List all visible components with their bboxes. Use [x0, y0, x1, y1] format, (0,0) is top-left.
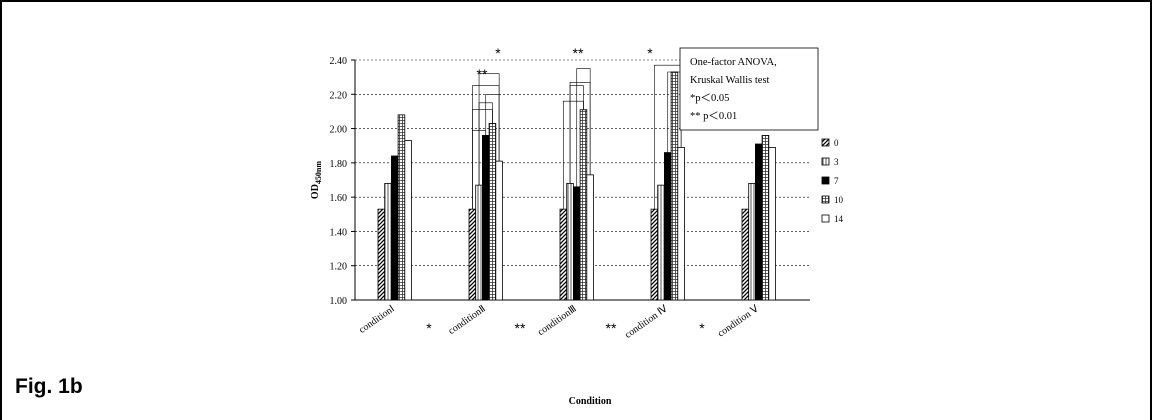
bar — [566, 183, 574, 301]
category-label: condition Ⅳ — [623, 303, 670, 341]
legend-swatch — [821, 195, 830, 204]
bar — [741, 208, 750, 301]
legend-swatch — [821, 176, 830, 185]
category-label: conditionⅢ — [536, 303, 579, 338]
category-label: conditionⅡ — [446, 303, 487, 337]
bar — [650, 208, 659, 301]
significance-bottom: * — [426, 320, 432, 336]
legend: 0 3 7 10 14 — [821, 138, 844, 224]
significance-top: ** — [477, 66, 488, 82]
stats-note: One-factor ANOVA, Kruskal Wallis test *p＜0… — [679, 47, 819, 131]
bar — [677, 147, 685, 301]
bar — [377, 208, 386, 301]
legend-label: 3 — [834, 157, 839, 167]
bar — [559, 208, 568, 301]
bar — [657, 184, 665, 301]
bar — [384, 183, 392, 301]
legend-swatch — [821, 214, 830, 223]
note-line: One-factor ANOVA, — [690, 57, 777, 68]
legend-swatch — [821, 157, 830, 166]
legend-label: 7 — [834, 176, 839, 186]
y-tick-label: 2.20 — [330, 90, 348, 101]
significance-bracket — [485, 93, 500, 162]
bar — [573, 186, 581, 301]
y-tick-label: 1.60 — [330, 193, 348, 204]
figure-label: Fig. 1b — [15, 375, 83, 398]
y-tick-label: 1.20 — [330, 262, 348, 273]
x-axis-title: Condition — [569, 396, 612, 407]
significance-top: ** — [573, 45, 584, 61]
bar — [755, 143, 763, 301]
bar — [579, 109, 588, 301]
category-label: conditionⅠ — [357, 303, 397, 335]
bars — [377, 71, 776, 301]
note-line: ** p＜0.01 — [690, 111, 737, 122]
category-label: condition Ⅴ — [716, 303, 761, 339]
bar — [481, 135, 490, 301]
significance-bracket — [472, 129, 487, 210]
significance-bottom: ** — [515, 320, 526, 336]
note-line: *p＜0.05 — [690, 93, 729, 104]
bar — [468, 208, 477, 301]
y-tick-label: 2.40 — [330, 56, 348, 67]
bar — [390, 155, 399, 301]
y-tick-label: 1.80 — [330, 159, 348, 170]
significance-bracket — [569, 81, 591, 184]
bar — [670, 71, 679, 301]
bar — [475, 184, 483, 301]
chart: 1.00 1.20 1.40 1.60 1.80 2.00 2.20 2.40 OD450nm C… — [310, 45, 844, 407]
bar — [488, 123, 497, 301]
note-line: Kruskal Wallis test — [690, 75, 770, 86]
legend-swatch — [821, 138, 830, 147]
significance-bottom: ** — [606, 320, 617, 336]
significance-top: * — [495, 45, 501, 61]
significance-bottom: * — [699, 320, 705, 336]
bar — [768, 147, 776, 301]
bar — [761, 135, 770, 301]
legend-label: 14 — [834, 214, 844, 224]
bar — [404, 140, 412, 301]
bar — [586, 174, 594, 301]
note-box — [679, 47, 819, 131]
bar — [664, 152, 672, 301]
bar — [748, 183, 756, 301]
legend-label: 10 — [834, 195, 844, 205]
significance-top: * — [647, 45, 653, 61]
y-axis-title: OD450nm — [310, 161, 323, 199]
legend-label: 0 — [834, 138, 839, 148]
y-tick-label: 1.00 — [330, 296, 348, 307]
y-tick-label: 1.40 — [330, 227, 348, 238]
bar — [495, 160, 503, 301]
y-tick-label: 2.00 — [330, 125, 348, 136]
bar — [397, 114, 406, 301]
